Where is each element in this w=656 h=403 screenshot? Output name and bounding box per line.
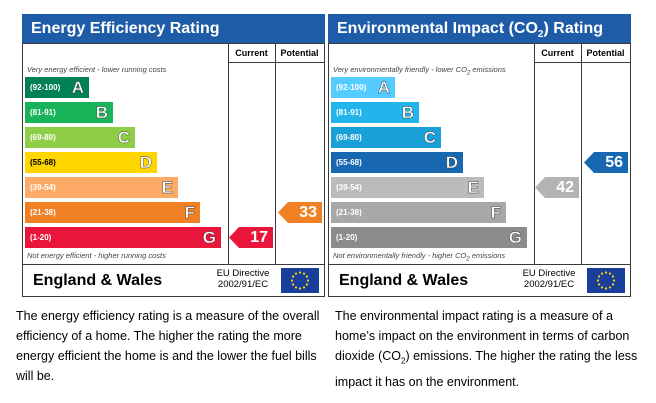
band-letter: A	[71, 78, 85, 97]
eu-directive-line2: 2002/91/EC	[217, 279, 269, 290]
title-prefix: Environmental Impact (CO	[337, 20, 538, 37]
current-rating-arrow: 17	[229, 227, 273, 248]
band-range-label: (21-38)	[30, 208, 56, 217]
rating-band-b: (81-91) B	[331, 102, 419, 123]
energy-efficiency-title: Energy Efficiency Rating	[22, 14, 325, 43]
title-subscript: 2	[537, 29, 544, 41]
band-letter: E	[161, 178, 173, 197]
energy-efficiency-panel: Energy Efficiency Rating Current Potenti…	[22, 14, 325, 297]
top-note-subscript: 2	[466, 70, 471, 77]
potential-rating-arrow: 33	[278, 202, 322, 223]
band-range-label: (92-100)	[336, 83, 367, 92]
environmental-footer: England & Wales EU Directive 2002/91/EC	[328, 265, 631, 297]
header-divider	[228, 62, 324, 63]
rating-band-a: (92-100) A	[331, 77, 395, 98]
column-divider	[581, 44, 582, 264]
band-letter: D	[445, 153, 459, 172]
caption-suffix: ) emissions. The higher the rating the l…	[335, 349, 638, 389]
rating-band-f: (21-38) F	[331, 202, 506, 223]
column-divider	[534, 44, 535, 264]
bottom-note: Not energy efficient - higher running co…	[27, 251, 166, 260]
rating-band-d: (55-68) D	[25, 152, 157, 173]
rating-band-b: (81-91) B	[25, 102, 113, 123]
rating-band-e: (39-54) E	[331, 177, 484, 198]
caption-prefix: The environmental impact rating is a mea…	[335, 309, 630, 363]
band-range-label: (92-100)	[30, 83, 61, 92]
energy-efficiency-grid: Current Potential Very energy efficient …	[22, 43, 325, 265]
top-note-prefix: Very environmentally friendly - lower CO	[333, 65, 467, 74]
country-label: England & Wales	[33, 272, 163, 289]
rating-band-a: (92-100) A	[25, 77, 89, 98]
environmental-caption: The environmental impact rating is a mea…	[335, 306, 645, 392]
energy-caption: The energy efficiency rating is a measur…	[16, 309, 320, 383]
rating-band-g: (1-20) G	[25, 227, 221, 248]
rating-band-f: (21-38) F	[25, 202, 200, 223]
eu-directive: EU Directive 2002/91/EC	[519, 268, 579, 290]
column-divider	[228, 44, 229, 264]
top-note: Very environmentally friendly - lower CO…	[333, 65, 506, 77]
band-letter: C	[117, 128, 131, 147]
energy-footer: England & Wales EU Directive 2002/91/EC	[22, 265, 325, 297]
eu-directive-line1: EU Directive	[216, 268, 270, 279]
title-suffix: ) Rating	[543, 20, 604, 37]
bottom-note-prefix: Not environmentally friendly - higher CO	[333, 251, 467, 260]
band-letter: F	[490, 203, 501, 222]
band-range-label: (69-80)	[336, 133, 362, 142]
bottom-note-suffix: emissions	[469, 251, 506, 260]
header-divider	[534, 62, 630, 63]
rating-band-d: (55-68) D	[331, 152, 463, 173]
band-letter: B	[95, 103, 109, 122]
band-letter: E	[467, 178, 479, 197]
band-range-label: (81-91)	[30, 108, 56, 117]
rating-band-e: (39-54) E	[25, 177, 178, 198]
band-letter: G	[202, 228, 217, 247]
eu-directive-line2: 2002/91/EC	[523, 279, 575, 290]
bottom-note: Not environmentally friendly - higher CO…	[333, 251, 505, 263]
potential-column-header: Potential	[280, 48, 319, 58]
current-rating-arrow: 42	[535, 177, 579, 198]
rating-band-g: (1-20) G	[331, 227, 527, 248]
potential-column-header: Potential	[586, 48, 625, 58]
rating-band-c: (69-80) C	[25, 127, 135, 148]
bottom-note-subscript: 2	[466, 256, 470, 263]
caption-subscript: 2	[401, 356, 406, 366]
eu-flag-icon	[587, 268, 625, 293]
band-range-label: (55-68)	[336, 158, 362, 167]
current-column-header: Current	[541, 48, 574, 58]
band-range-label: (39-54)	[336, 183, 362, 192]
band-letter: A	[377, 78, 391, 97]
band-letter: G	[508, 228, 523, 247]
eu-directive: EU Directive 2002/91/EC	[213, 268, 273, 290]
eu-flag-icon	[281, 268, 319, 293]
band-range-label: (21-38)	[336, 208, 362, 217]
band-range-label: (1-20)	[336, 233, 358, 242]
band-letter: F	[184, 203, 195, 222]
top-note: Very energy efficient - lower running co…	[27, 65, 167, 74]
band-letter: C	[423, 128, 437, 147]
country-label: England & Wales	[339, 272, 469, 289]
current-column-header: Current	[235, 48, 268, 58]
rating-band-c: (69-80) C	[331, 127, 441, 148]
band-range-label: (55-68)	[30, 158, 56, 167]
band-range-label: (69-80)	[30, 133, 56, 142]
band-letter: D	[139, 153, 153, 172]
column-divider	[275, 44, 276, 264]
band-letter: B	[401, 103, 415, 122]
band-range-label: (39-54)	[30, 183, 56, 192]
potential-rating-arrow: 56	[584, 152, 628, 173]
environmental-impact-title: Environmental Impact (CO2) Rating	[328, 14, 631, 43]
eu-directive-line1: EU Directive	[522, 268, 576, 279]
band-range-label: (81-91)	[336, 108, 362, 117]
environmental-impact-panel: Environmental Impact (CO2) Rating Curren…	[328, 14, 631, 297]
environmental-impact-grid: Current Potential Very environmentally f…	[328, 43, 631, 265]
band-range-label: (1-20)	[30, 233, 52, 242]
top-note-suffix: emissions	[470, 65, 506, 74]
